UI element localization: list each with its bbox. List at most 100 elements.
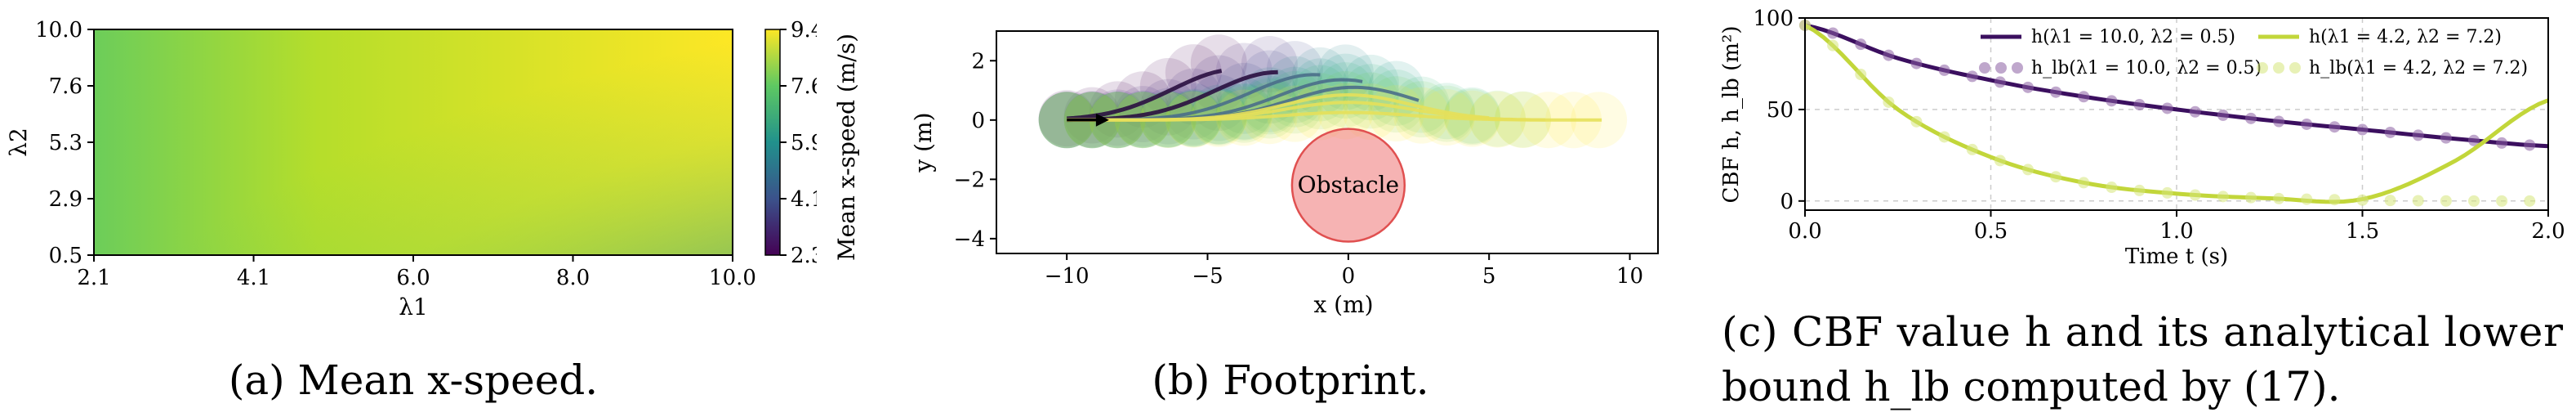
colorbar	[765, 29, 780, 255]
cbf-series-marker	[1911, 58, 1923, 70]
footprint-x-tick-label: 5	[1482, 264, 1496, 289]
cbf-series-marker	[2273, 193, 2284, 204]
cbf-series-marker	[1939, 131, 1950, 142]
cbf-series-marker	[2022, 164, 2034, 175]
footprint-x-tick-label: −10	[1045, 264, 1090, 289]
cbf-series-marker	[2524, 195, 2535, 207]
cbf-series-marker	[1883, 50, 1894, 61]
cbf-series-marker	[1994, 76, 2006, 87]
legend-marker-swatch	[1995, 62, 2007, 74]
cbf-series-marker	[2162, 102, 2173, 114]
footprint-x-tick-label: 0	[1342, 264, 1356, 289]
cbf-series-marker	[2050, 171, 2061, 182]
footprint-y-tick-label: −2	[954, 168, 985, 192]
legend-marker-swatch	[2012, 62, 2023, 74]
colorbar-label: Mean x-speed (m/s)	[833, 34, 860, 261]
colorbar-tick-label: 4.1	[791, 187, 817, 212]
legend-marker-swatch	[1979, 62, 1990, 74]
legend-marker-swatch	[2257, 62, 2268, 74]
cbf-series-marker	[2524, 139, 2535, 150]
cbf-x-tick-label: 1.0	[2159, 219, 2193, 244]
footprint-x-tick-label: 10	[1616, 264, 1643, 289]
cbf-y-axis-label: CBF h, h_lb (m²)	[1719, 26, 1744, 204]
cbf-series-marker	[2190, 106, 2201, 118]
colorbar-tick-label: 9.4	[791, 18, 817, 43]
cbf-series-marker	[2385, 127, 2396, 138]
heatmap-y-tick-label: 5.3	[49, 131, 82, 155]
caption-c-line2: bound h_lb computed by (17).	[1722, 363, 2341, 410]
cbf-series-marker	[2301, 119, 2312, 130]
cbf-series-marker	[2134, 185, 2146, 196]
legend-marker-swatch	[2289, 62, 2301, 74]
heatmap-y-tick-label: 2.9	[49, 187, 82, 212]
heatmap-x-axis-label: λ1	[399, 294, 428, 321]
cbf-series-marker	[2496, 137, 2507, 149]
cbf-series-marker	[2385, 195, 2396, 206]
cbf-series-marker	[2440, 132, 2452, 144]
cbf-series-marker	[2078, 91, 2089, 102]
cbf-x-axis-label: Time t (s)	[2125, 244, 2228, 269]
cbf-series-marker	[2190, 190, 2201, 201]
cbf-x-tick-label: 0.5	[1974, 219, 2008, 244]
footprint-y-axis-label: y (m)	[910, 112, 937, 173]
cbf-series-marker	[2413, 129, 2424, 141]
footprint-y-tick-label: 2	[971, 49, 985, 74]
cbf-series-marker	[2134, 99, 2146, 110]
cbf-series-marker	[1827, 28, 1838, 39]
caption-b: (b) Footprint.	[1152, 356, 1428, 404]
heatmap-x-tick-label: 2.1	[77, 266, 110, 290]
legend-entry-label: h_lb(λ1 = 10.0, λ2 = 0.5)	[2031, 58, 2262, 78]
cbf-series-marker	[2329, 121, 2340, 132]
colorbar-tick-label: 2.3	[791, 244, 817, 268]
panel-b-footprint-chart: Obstacle −10 −5 0 5 10−4−202 x (m) y (m)	[882, 0, 1699, 343]
heatmap-y-axis-label: λ2	[5, 128, 32, 157]
colorbar-tick-label: 5.9	[791, 131, 817, 155]
cbf-series-marker	[2106, 182, 2117, 193]
heatmap-y-tick-label: 7.6	[49, 74, 82, 99]
cbf-y-tick-label: 0	[1780, 190, 1794, 214]
cbf-series-marker	[1883, 96, 1894, 108]
cbf-series-marker	[2329, 194, 2340, 205]
cbf-y-tick-label: 100	[1753, 7, 1794, 31]
footprint-y-tick-label: 0	[971, 109, 985, 133]
panel-a-heatmap-chart: 2.1 4.1 6.0 8.0 10.0 0.5 2.9 5.3 7.6 10.0 λ1 λ2 2…	[0, 0, 817, 417]
cbf-series-marker	[2357, 124, 2369, 136]
heatmap-x-tick-label: 10.0	[709, 266, 756, 290]
cbf-series-marker	[2217, 191, 2229, 202]
panel-c-cbf-chart: 0.0 0.5 1.0 1.5 2.0 0 50 100 h(λ1 = 10.0, λ2 = …	[1699, 0, 2576, 327]
legend-entry-label: h_lb(λ1 = 4.2, λ2 = 7.2)	[2309, 58, 2528, 78]
heatmap-y-tick-label: 10.0	[35, 18, 82, 43]
colorbar-label-svg: Mean x-speed (m/s)	[825, 8, 874, 286]
cbf-series-marker	[2468, 195, 2480, 207]
footprint-x-axis-label: x (m)	[1313, 291, 1373, 318]
cbf-series-marker	[2245, 192, 2257, 204]
cbf-series-marker	[2440, 195, 2452, 207]
legend-marker-swatch	[2273, 62, 2284, 74]
cbf-series-marker	[1939, 65, 1950, 76]
cbf-series-marker	[2078, 177, 2089, 188]
cbf-x-tick-label: 2.0	[2531, 219, 2565, 244]
cbf-series-marker	[1967, 144, 1978, 155]
cbf-series-marker	[2022, 82, 2034, 93]
cbf-series-marker	[2245, 113, 2257, 124]
cbf-x-tick-label: 1.5	[2346, 219, 2379, 244]
cbf-series-marker	[2357, 195, 2369, 206]
cbf-y-tick-label: 50	[1767, 98, 1794, 123]
heatmap-y-tick-label: 0.5	[49, 244, 82, 268]
footprint-y-tick-label: −4	[954, 227, 985, 252]
cbf-series-marker	[1994, 155, 2006, 166]
cbf-series-marker	[2217, 110, 2229, 121]
footprint-x-tick-label: −5	[1192, 264, 1223, 289]
cbf-series-marker	[2106, 95, 2117, 106]
cbf-series-marker	[1855, 69, 1866, 80]
cbf-series-marker	[2050, 87, 2061, 98]
legend-entry-label: h(λ1 = 4.2, λ2 = 7.2)	[2309, 27, 2502, 47]
cbf-series-marker	[2162, 187, 2173, 199]
colorbar-tick-label: 7.6	[791, 74, 817, 99]
cbf-series-marker	[2413, 195, 2424, 206]
cbf-series-marker	[2496, 195, 2507, 207]
cbf-series-marker	[1855, 38, 1866, 50]
cbf-x-tick-label: 0.0	[1788, 219, 1821, 244]
heatmap-x-tick-label: 8.0	[556, 266, 590, 290]
heatmap-x-tick-label: 6.0	[396, 266, 430, 290]
